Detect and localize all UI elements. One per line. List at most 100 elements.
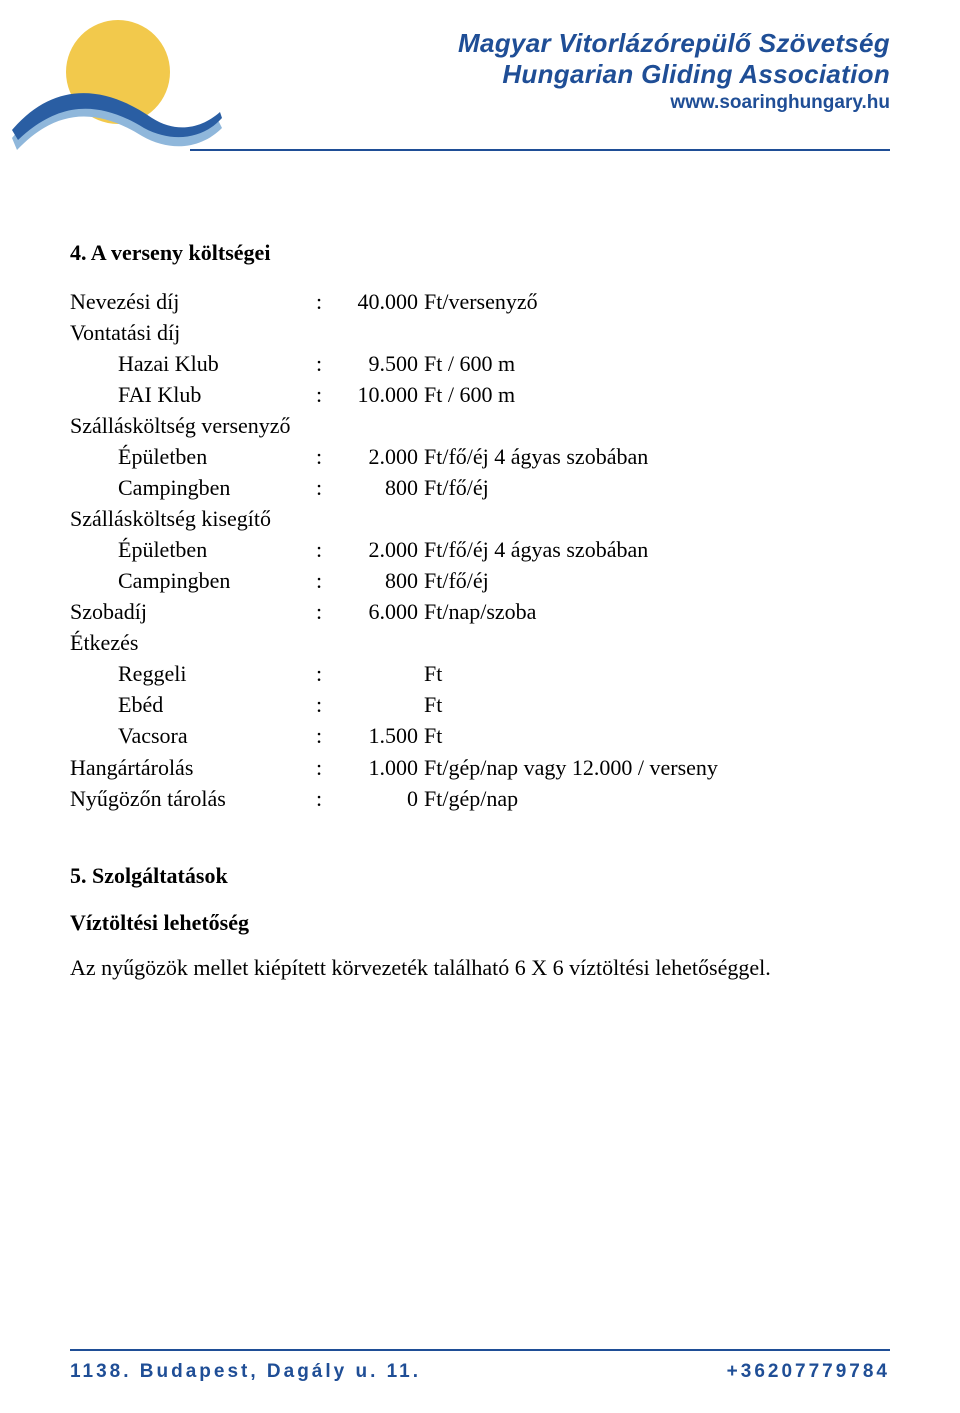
cost-unit: Ft [424, 721, 890, 752]
cost-amount [334, 504, 424, 535]
cost-unit [424, 411, 890, 442]
cost-label: Szállásköltség versenyző [70, 411, 310, 442]
cost-amount: 9.500 [334, 349, 424, 380]
page-footer: 1138. Budapest, Dagály u. 11. +362077797… [70, 1361, 890, 1383]
page: Magyar Vitorlázórepülő Szövetség Hungari… [0, 0, 960, 1413]
cost-colon: : [310, 287, 334, 318]
header-divider [190, 149, 890, 151]
section-5-subhead: Víztöltési lehetőség [70, 908, 890, 937]
cost-unit: Ft / 600 m [424, 349, 890, 380]
cost-amount: 1.000 [334, 753, 424, 784]
cost-row: Hazai Klub:9.500Ft / 600 m [70, 349, 890, 380]
cost-row: Szállásköltség versenyző [70, 411, 890, 442]
cost-colon: : [310, 473, 334, 504]
cost-row: Reggeli: Ft [70, 659, 890, 690]
cost-label: Épületben [70, 442, 310, 473]
cost-label: Vacsora [70, 721, 310, 752]
cost-unit: Ft/nap/szoba [424, 597, 890, 628]
cost-label: Reggeli [70, 659, 310, 690]
cost-colon: : [310, 753, 334, 784]
cost-amount: 800 [334, 473, 424, 504]
cost-row: Ebéd: Ft [70, 690, 890, 721]
cost-row: Szállásköltség kisegítő [70, 504, 890, 535]
cost-label: Szobadíj [70, 597, 310, 628]
logo [40, 20, 220, 150]
cost-amount: 0 [334, 784, 424, 815]
cost-unit: Ft [424, 659, 890, 690]
cost-colon: : [310, 659, 334, 690]
cost-colon [310, 318, 334, 349]
cost-unit: Ft / 600 m [424, 380, 890, 411]
section-5-paragraph: Az nyűgözök mellet kiépített körvezeték … [70, 953, 890, 982]
cost-amount [334, 690, 424, 721]
cost-row: Vontatási díj [70, 318, 890, 349]
cost-row: Nevezési díj:40.000Ft/versenyző [70, 287, 890, 318]
cost-unit: Ft/fő/éj 4 ágyas szobában [424, 442, 890, 473]
cost-colon: : [310, 442, 334, 473]
cost-label: Ebéd [70, 690, 310, 721]
cost-colon [310, 504, 334, 535]
cost-amount [334, 318, 424, 349]
org-name-en: Hungarian Gliding Association [458, 59, 890, 90]
cost-label: Campingben [70, 473, 310, 504]
cost-row: Campingben:800Ft/fő/éj [70, 473, 890, 504]
cost-row: FAI Klub:10.000Ft / 600 m [70, 380, 890, 411]
cost-unit [424, 628, 890, 659]
cost-row: Campingben:800Ft/fő/éj [70, 566, 890, 597]
cost-unit: Ft/gép/nap [424, 784, 890, 815]
cost-label: Épületben [70, 535, 310, 566]
cost-row: Épületben:2.000Ft/fő/éj 4 ágyas szobában [70, 442, 890, 473]
cost-label: Campingben [70, 566, 310, 597]
cost-label: Vontatási díj [70, 318, 310, 349]
cost-unit: Ft/gép/nap vagy 12.000 / verseny [424, 753, 890, 784]
cost-label: Hangártárolás [70, 753, 310, 784]
cost-colon: : [310, 784, 334, 815]
section-4-title: 4. A verseny költségei [70, 238, 890, 267]
section-5-title: 5. Szolgáltatások [70, 861, 890, 890]
cost-label: Hazai Klub [70, 349, 310, 380]
cost-colon: : [310, 349, 334, 380]
cost-unit [424, 318, 890, 349]
cost-colon: : [310, 535, 334, 566]
cost-label: Nevezési díj [70, 287, 310, 318]
cost-amount: 6.000 [334, 597, 424, 628]
cost-row: Nyűgözőn tárolás:0Ft/gép/nap [70, 784, 890, 815]
header-text-block: Magyar Vitorlázórepülő Szövetség Hungari… [458, 28, 890, 114]
cost-amount: 2.000 [334, 535, 424, 566]
cost-row: Szobadíj:6.000Ft/nap/szoba [70, 597, 890, 628]
cost-unit: Ft [424, 690, 890, 721]
cost-colon: : [310, 380, 334, 411]
cost-amount: 40.000 [334, 287, 424, 318]
cost-colon [310, 628, 334, 659]
cost-amount: 10.000 [334, 380, 424, 411]
cost-amount [334, 411, 424, 442]
cost-amount: 800 [334, 566, 424, 597]
cost-unit: Ft/versenyző [424, 287, 890, 318]
org-url: www.soaringhungary.hu [458, 92, 890, 114]
cost-label: FAI Klub [70, 380, 310, 411]
page-header: Magyar Vitorlázórepülő Szövetség Hungari… [70, 28, 890, 148]
cost-amount [334, 628, 424, 659]
footer-phone: +36207779784 [727, 1361, 890, 1383]
cost-colon: : [310, 690, 334, 721]
cost-row: Épületben:2.000Ft/fő/éj 4 ágyas szobában [70, 535, 890, 566]
logo-swoosh-icon [12, 78, 222, 158]
footer-address: 1138. Budapest, Dagály u. 11. [70, 1361, 421, 1383]
cost-row: Hangártárolás:1.000Ft/gép/nap vagy 12.00… [70, 753, 890, 784]
cost-row: Vacsora:1.500Ft [70, 721, 890, 752]
cost-colon: : [310, 566, 334, 597]
cost-amount [334, 659, 424, 690]
cost-colon: : [310, 597, 334, 628]
cost-colon: : [310, 721, 334, 752]
cost-unit: Ft/fő/éj 4 ágyas szobában [424, 535, 890, 566]
cost-amount: 1.500 [334, 721, 424, 752]
cost-unit [424, 504, 890, 535]
cost-unit: Ft/fő/éj [424, 473, 890, 504]
cost-colon [310, 411, 334, 442]
cost-label: Nyűgözőn tárolás [70, 784, 310, 815]
cost-amount: 2.000 [334, 442, 424, 473]
document-body: 4. A verseny költségei Nevezési díj:40.0… [70, 238, 890, 982]
cost-table: Nevezési díj:40.000Ft/versenyzőVontatási… [70, 287, 890, 815]
footer-divider [70, 1349, 890, 1351]
cost-label: Étkezés [70, 628, 310, 659]
